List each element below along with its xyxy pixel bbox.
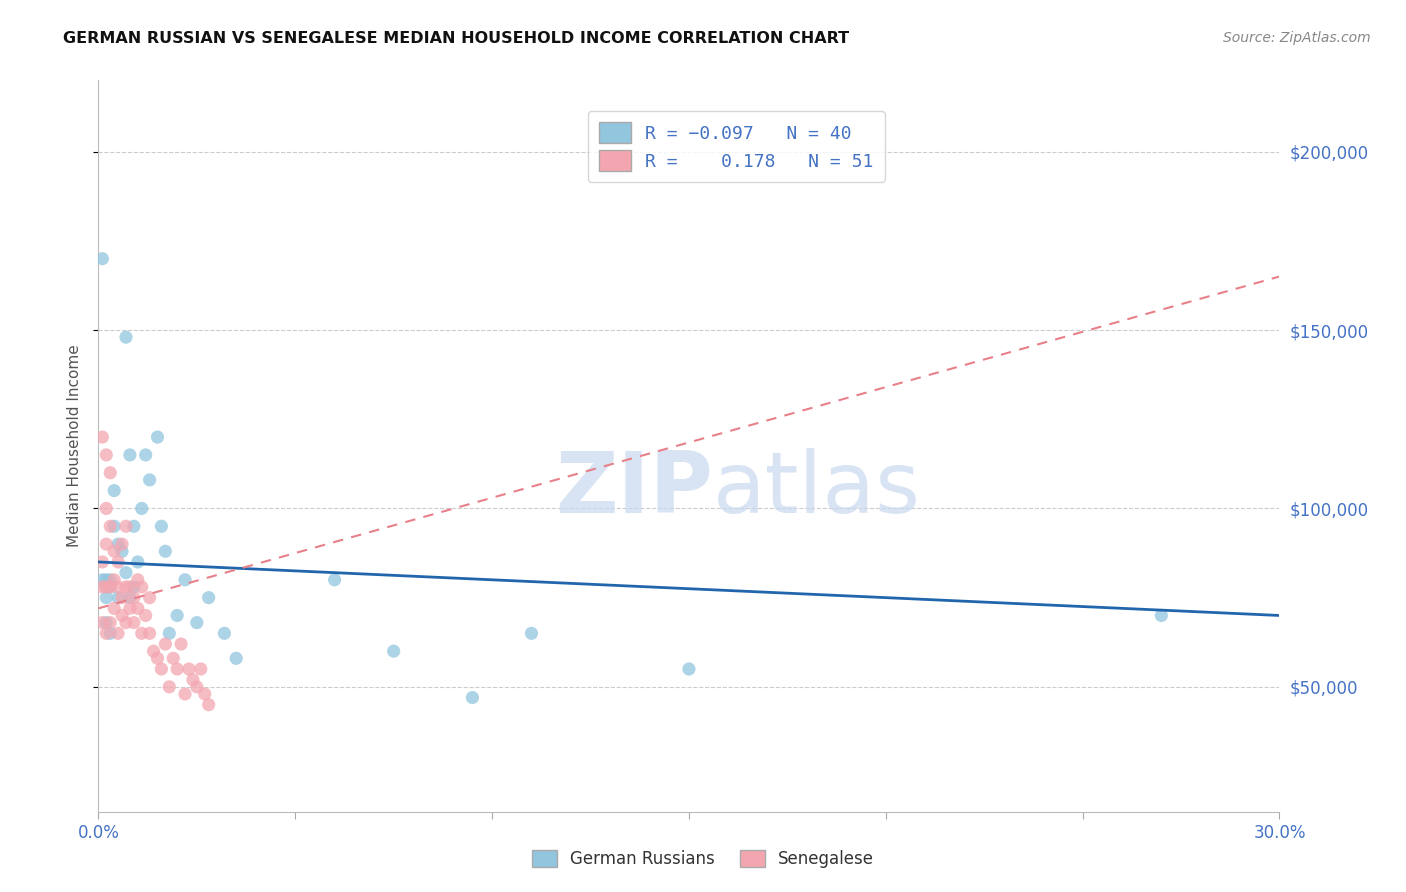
Senegalese: [103, 573, 125, 587]
German Russians: [103, 519, 125, 533]
Senegalese: [118, 601, 141, 615]
Senegalese: [146, 651, 169, 665]
German Russians: [96, 615, 118, 630]
German Russians: [382, 644, 405, 658]
Senegalese: [98, 519, 121, 533]
Senegalese: [155, 637, 177, 651]
Senegalese: [150, 662, 173, 676]
Text: GERMAN RUSSIAN VS SENEGALESE MEDIAN HOUSEHOLD INCOME CORRELATION CHART: GERMAN RUSSIAN VS SENEGALESE MEDIAN HOUS…: [63, 31, 849, 46]
Senegalese: [96, 537, 118, 551]
German Russians: [174, 573, 197, 587]
German Russians: [96, 591, 118, 605]
German Russians: [146, 430, 169, 444]
Senegalese: [186, 680, 208, 694]
Senegalese: [131, 580, 153, 594]
German Russians: [122, 580, 145, 594]
German Russians: [127, 555, 149, 569]
Senegalese: [115, 519, 138, 533]
German Russians: [91, 573, 114, 587]
German Russians: [197, 591, 219, 605]
Senegalese: [96, 448, 118, 462]
Senegalese: [122, 615, 145, 630]
German Russians: [166, 608, 188, 623]
Senegalese: [111, 591, 134, 605]
Senegalese: [131, 626, 153, 640]
Senegalese: [162, 651, 184, 665]
Senegalese: [138, 626, 160, 640]
Senegalese: [98, 466, 121, 480]
German Russians: [461, 690, 484, 705]
German Russians: [107, 537, 129, 551]
Senegalese: [118, 580, 141, 594]
Text: atlas: atlas: [713, 449, 921, 532]
Senegalese: [166, 662, 188, 676]
Legend: German Russians, Senegalese: German Russians, Senegalese: [524, 843, 882, 875]
German Russians: [96, 573, 118, 587]
German Russians: [157, 626, 180, 640]
Senegalese: [115, 580, 138, 594]
Senegalese: [135, 608, 157, 623]
Senegalese: [91, 580, 114, 594]
Senegalese: [142, 644, 165, 658]
German Russians: [323, 573, 346, 587]
Senegalese: [98, 615, 121, 630]
German Russians: [225, 651, 247, 665]
German Russians: [103, 483, 125, 498]
Legend: R = −0.097   N = 40, R =    0.178   N = 51: R = −0.097 N = 40, R = 0.178 N = 51: [588, 112, 884, 182]
German Russians: [91, 252, 114, 266]
German Russians: [96, 580, 118, 594]
Senegalese: [194, 687, 217, 701]
Senegalese: [170, 637, 193, 651]
German Russians: [678, 662, 700, 676]
Senegalese: [91, 615, 114, 630]
German Russians: [107, 591, 129, 605]
German Russians: [98, 573, 121, 587]
Text: ZIP: ZIP: [555, 449, 713, 532]
Y-axis label: Median Household Income: Median Household Income: [67, 344, 83, 548]
Senegalese: [107, 626, 129, 640]
Senegalese: [197, 698, 219, 712]
German Russians: [138, 473, 160, 487]
Senegalese: [127, 573, 149, 587]
Senegalese: [107, 555, 129, 569]
Senegalese: [96, 626, 118, 640]
Senegalese: [111, 608, 134, 623]
German Russians: [115, 566, 138, 580]
German Russians: [155, 544, 177, 558]
Senegalese: [177, 662, 200, 676]
German Russians: [122, 519, 145, 533]
German Russians: [520, 626, 543, 640]
German Russians: [118, 591, 141, 605]
German Russians: [186, 615, 208, 630]
Senegalese: [122, 591, 145, 605]
Senegalese: [103, 544, 125, 558]
Senegalese: [103, 601, 125, 615]
German Russians: [1150, 608, 1173, 623]
Senegalese: [111, 537, 134, 551]
Senegalese: [91, 555, 114, 569]
Senegalese: [127, 601, 149, 615]
German Russians: [150, 519, 173, 533]
German Russians: [98, 580, 121, 594]
German Russians: [131, 501, 153, 516]
Senegalese: [138, 591, 160, 605]
German Russians: [98, 626, 121, 640]
Senegalese: [98, 580, 121, 594]
Senegalese: [157, 680, 180, 694]
German Russians: [214, 626, 236, 640]
German Russians: [135, 448, 157, 462]
Senegalese: [96, 501, 118, 516]
Senegalese: [91, 430, 114, 444]
Senegalese: [190, 662, 212, 676]
Text: Source: ZipAtlas.com: Source: ZipAtlas.com: [1223, 31, 1371, 45]
German Russians: [115, 330, 138, 344]
Senegalese: [181, 673, 204, 687]
German Russians: [111, 544, 134, 558]
Senegalese: [174, 687, 197, 701]
German Russians: [118, 448, 141, 462]
Senegalese: [107, 580, 129, 594]
Senegalese: [96, 580, 118, 594]
Senegalese: [115, 615, 138, 630]
